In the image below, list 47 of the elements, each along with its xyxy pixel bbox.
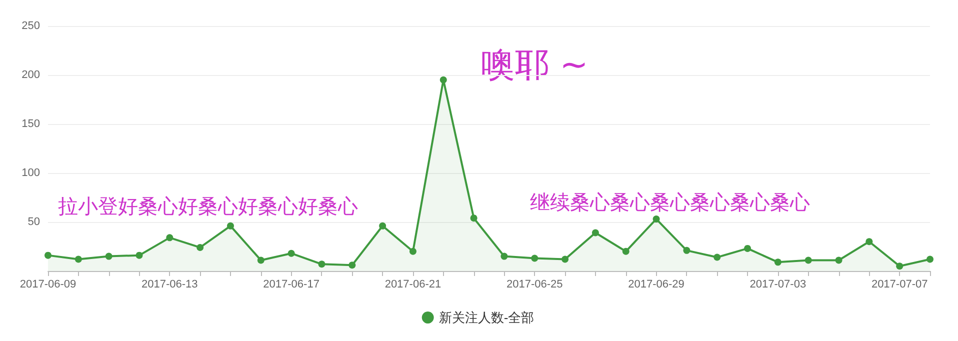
annotation: 噢耶 ~ (481, 45, 588, 85)
point (257, 256, 264, 264)
x-tick-label: 2017-06-13 (142, 278, 198, 290)
point (592, 229, 599, 236)
point (622, 248, 630, 255)
point (500, 252, 508, 260)
x-tick-label: 2017-07-03 (750, 278, 806, 290)
point (744, 244, 752, 252)
point (926, 256, 934, 263)
point (196, 244, 204, 251)
point (348, 262, 356, 269)
point (896, 262, 904, 270)
y-tick-label: 200 (22, 69, 40, 81)
point (409, 248, 416, 255)
point (531, 254, 538, 262)
y-tick-label: 100 (22, 167, 40, 179)
x-tick-label: 2017-07-07 (871, 278, 928, 290)
point (652, 216, 660, 223)
point (470, 214, 478, 222)
point (804, 256, 812, 264)
y-tick-label: 150 (22, 118, 40, 130)
point (835, 256, 842, 264)
x-tick-label: 2017-06-25 (506, 278, 563, 290)
legend-label: 新关注人数-全部 (438, 310, 534, 325)
point (226, 222, 234, 230)
point (774, 258, 782, 266)
x-tick-label: 2017-06-21 (384, 278, 442, 290)
point (440, 76, 447, 84)
point (318, 260, 326, 268)
point (136, 252, 143, 259)
x-tick-label: 2017-06-09 (20, 278, 76, 290)
x-tick-label: 2017-06-17 (263, 278, 320, 290)
point (105, 252, 112, 260)
point (683, 246, 690, 254)
point (166, 234, 174, 242)
annotation: 继续桑心桑心桑心桑心桑心桑心 (530, 190, 810, 214)
y-tick-label: 250 (22, 20, 40, 32)
point (866, 238, 873, 246)
x-tick-label: 2017-06-29 (628, 278, 684, 290)
point (379, 222, 386, 230)
point (562, 256, 569, 263)
point (288, 250, 295, 257)
point (714, 254, 721, 261)
point (74, 256, 82, 263)
point (44, 252, 52, 259)
annotation: 拉小登好桑心好桑心好桑心好桑心 (58, 194, 358, 218)
y-tick-label: 50 (28, 216, 40, 228)
